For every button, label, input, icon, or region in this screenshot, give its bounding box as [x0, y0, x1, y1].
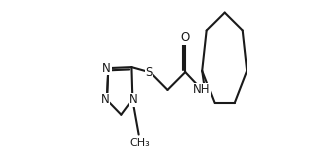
Text: CH₃: CH₃: [129, 138, 150, 148]
Text: NH: NH: [193, 83, 211, 96]
Text: S: S: [146, 66, 153, 79]
Text: N: N: [101, 93, 110, 106]
Text: N: N: [129, 93, 138, 106]
Text: N: N: [102, 62, 111, 75]
Text: O: O: [181, 31, 190, 44]
